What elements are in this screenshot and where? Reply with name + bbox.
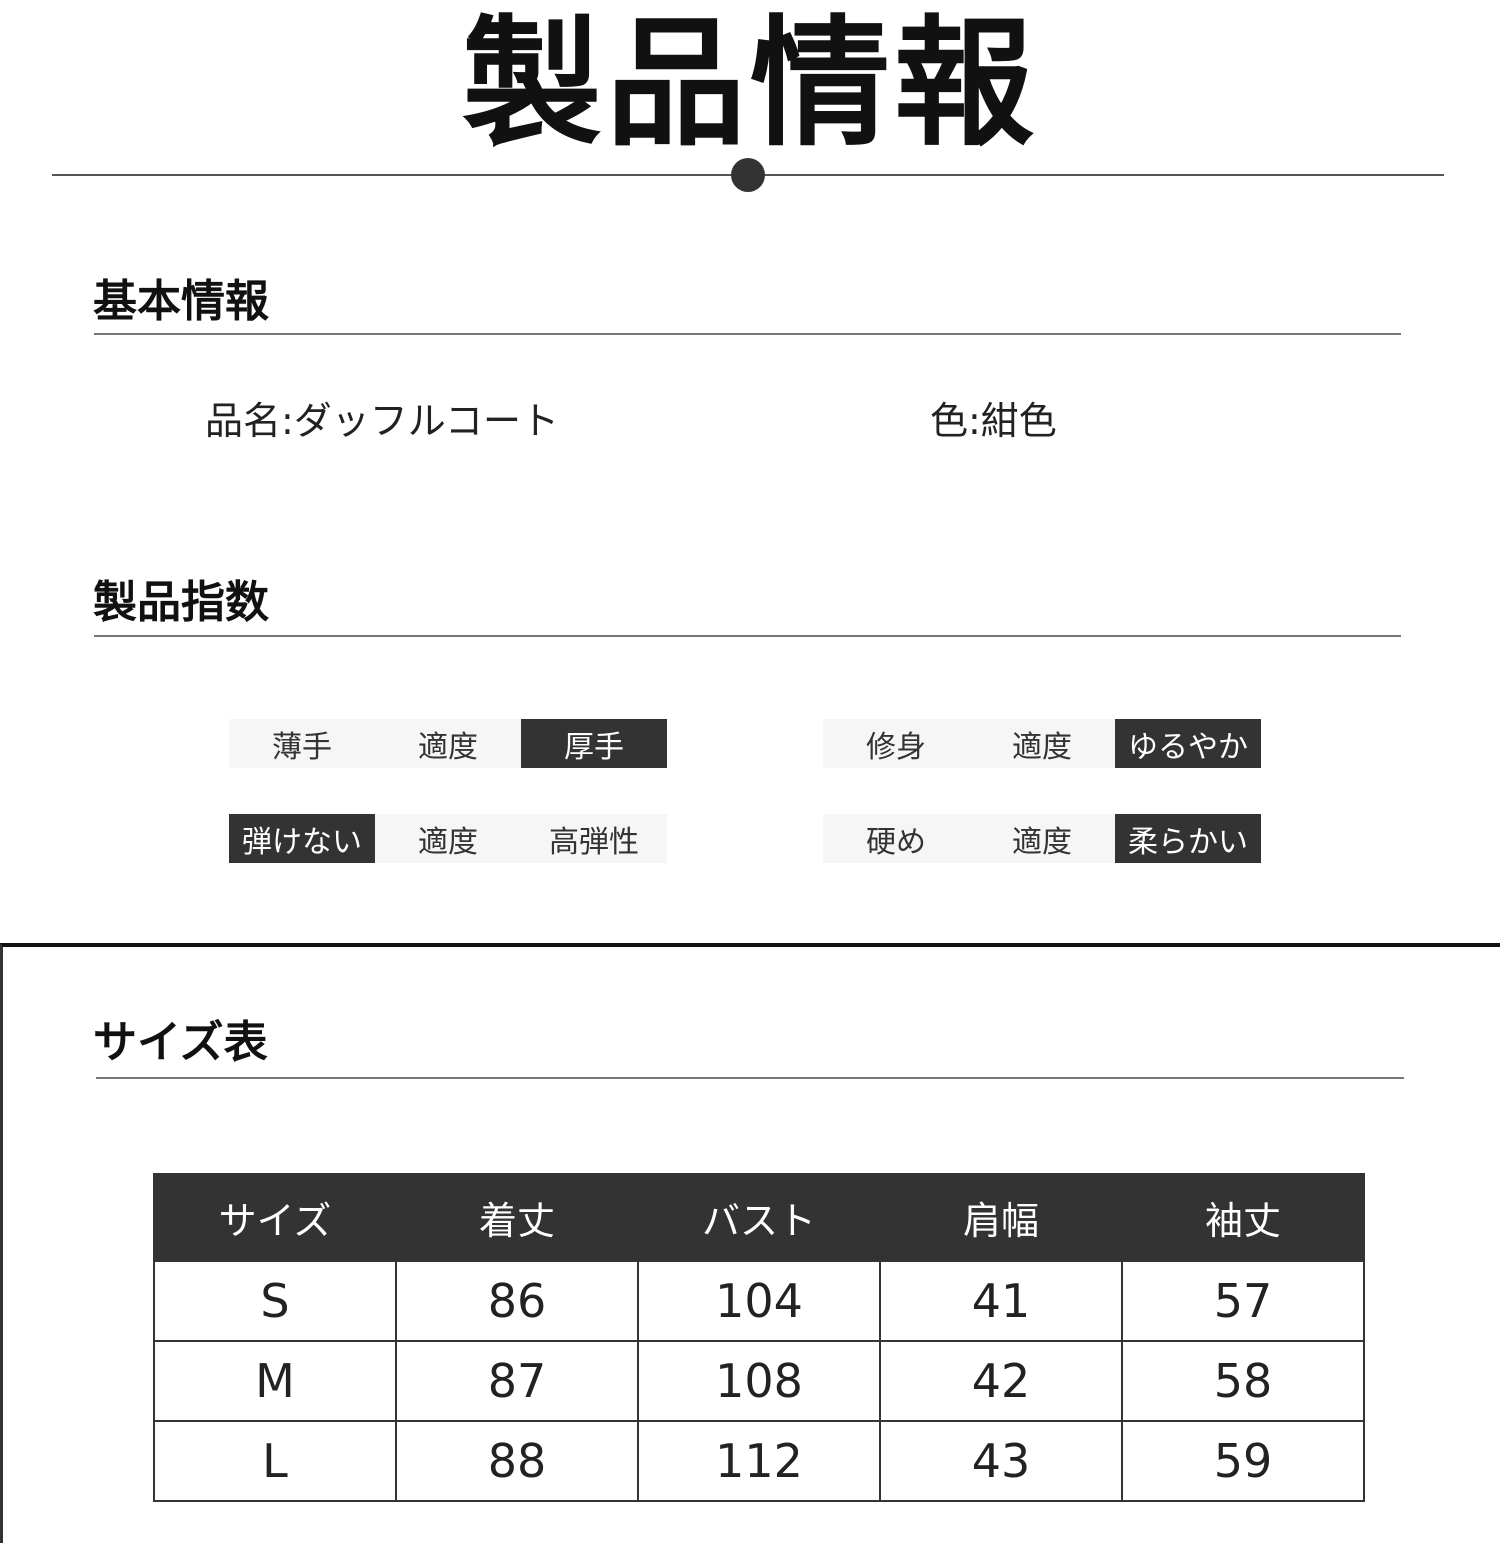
- index-option: 修身: [823, 719, 969, 768]
- table-row: S 86 104 41 57: [153, 1260, 1365, 1342]
- index-option: 適度: [969, 719, 1115, 768]
- index-option: 適度: [375, 814, 521, 863]
- index-option-selected: 弾けない: [229, 814, 375, 863]
- product-index-heading: 製品指数: [93, 577, 269, 628]
- table-cell: 88: [395, 1420, 639, 1502]
- column-header: 着丈: [395, 1173, 639, 1262]
- index-option: 適度: [969, 814, 1115, 863]
- table-cell: 112: [637, 1420, 881, 1502]
- size-section-frame: [0, 943, 1500, 1543]
- size-table: サイズ 着丈 バスト 肩幅 袖丈 S 86 104 41 57 M 87 108…: [153, 1173, 1365, 1502]
- table-cell: 42: [879, 1340, 1123, 1422]
- index-divider: [94, 635, 1401, 637]
- table-cell: L: [153, 1420, 397, 1502]
- divider-dot: [731, 158, 765, 192]
- index-option: 適度: [375, 719, 521, 768]
- page-title: 製品情報: [461, 3, 1038, 166]
- table-cell: 57: [1121, 1260, 1365, 1342]
- index-thickness: 薄手 適度 厚手: [229, 719, 667, 768]
- table-cell: 86: [395, 1260, 639, 1342]
- table-cell: S: [153, 1260, 397, 1342]
- table-cell: 41: [879, 1260, 1123, 1342]
- index-elasticity: 弾けない 適度 高弾性: [229, 814, 667, 863]
- index-softness: 硬め 適度 柔らかい: [823, 814, 1261, 863]
- table-cell: 58: [1121, 1340, 1365, 1422]
- basic-info-heading: 基本情報: [93, 276, 269, 327]
- table-cell: 43: [879, 1420, 1123, 1502]
- index-option: 高弾性: [521, 814, 667, 863]
- product-color: 色:紺色: [930, 399, 1057, 443]
- table-cell: 108: [637, 1340, 881, 1422]
- table-cell: 59: [1121, 1420, 1365, 1502]
- index-option-selected: ゆるやか: [1115, 719, 1261, 768]
- column-header: 袖丈: [1121, 1173, 1365, 1262]
- basic-divider: [94, 333, 1401, 335]
- table-row: M 87 108 42 58: [153, 1340, 1365, 1422]
- table-cell: 104: [637, 1260, 881, 1342]
- size-divider: [96, 1077, 1404, 1079]
- column-header: 肩幅: [879, 1173, 1123, 1262]
- size-table-heading: サイズ表: [93, 1017, 268, 1068]
- index-fit: 修身 適度 ゆるやか: [823, 719, 1261, 768]
- table-header-row: サイズ 着丈 バスト 肩幅 袖丈: [153, 1173, 1365, 1262]
- column-header: バスト: [637, 1173, 881, 1262]
- table-cell: M: [153, 1340, 397, 1422]
- product-name: 品名:ダッフルコート: [205, 399, 560, 443]
- index-option-selected: 柔らかい: [1115, 814, 1261, 863]
- index-option: 硬め: [823, 814, 969, 863]
- index-option: 薄手: [229, 719, 375, 768]
- index-option-selected: 厚手: [521, 719, 667, 768]
- table-cell: 87: [395, 1340, 639, 1422]
- table-row: L 88 112 43 59: [153, 1420, 1365, 1502]
- column-header: サイズ: [153, 1173, 397, 1262]
